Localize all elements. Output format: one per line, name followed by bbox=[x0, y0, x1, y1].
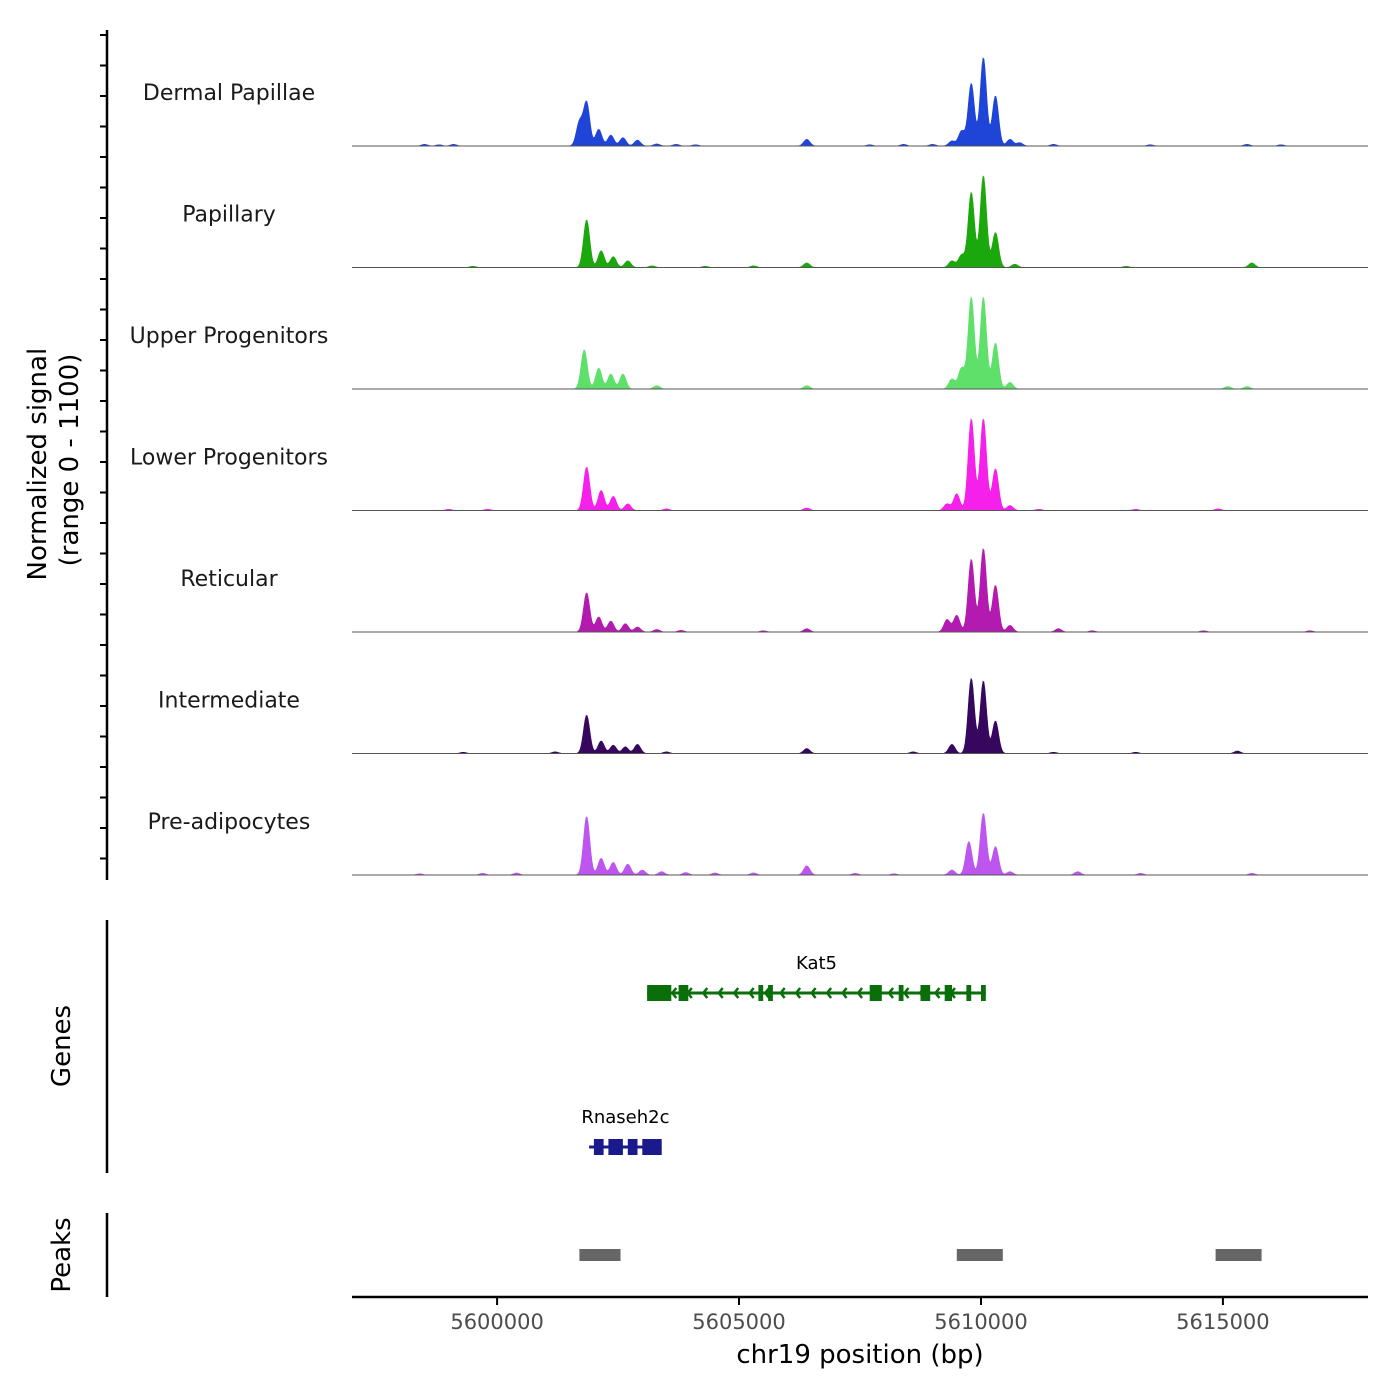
y-axis-title-line-2: (range 0 - 1100) bbox=[55, 354, 85, 567]
x-axis-ticks: 5600000 5605000 5610000 5615000 bbox=[450, 1297, 1270, 1334]
gene-exon bbox=[608, 1139, 623, 1155]
gene-exon bbox=[966, 985, 972, 1001]
strand-arrow bbox=[794, 987, 802, 999]
gene-exon bbox=[627, 1139, 638, 1155]
track-label: Pre-adipocytes bbox=[148, 810, 311, 835]
strand-arrow bbox=[763, 987, 771, 999]
gene-exon bbox=[898, 985, 904, 1001]
genes-panel-title: Genes bbox=[47, 1005, 77, 1087]
gene-label: Rnaseh2c bbox=[581, 1107, 669, 1128]
coverage-track: Lower Progenitors bbox=[130, 417, 1368, 511]
gene-model: Kat5 bbox=[647, 953, 986, 1001]
y-axis-title: Normalized signal (range 0 - 1100) bbox=[23, 340, 85, 581]
strand-arrow bbox=[825, 987, 833, 999]
strand-arrow bbox=[717, 987, 724, 999]
coverage-track: Pre-adipocytes bbox=[148, 810, 1368, 876]
track-label: Lower Progenitors bbox=[130, 446, 328, 471]
gene-exon bbox=[981, 985, 986, 1001]
gene-exon bbox=[768, 985, 773, 1001]
strand-arrow bbox=[810, 987, 817, 999]
signal-y-axis-ticks bbox=[100, 34, 107, 860]
gene-model: Rnaseh2c bbox=[581, 1107, 669, 1155]
coverage-track: Dermal Papillae bbox=[143, 57, 1368, 147]
strand-arrow bbox=[887, 987, 895, 999]
strand-arrow bbox=[856, 987, 864, 999]
strand-arrow bbox=[779, 987, 786, 999]
track-label: Intermediate bbox=[158, 689, 300, 714]
strand-arrow bbox=[670, 987, 678, 999]
peak-region bbox=[956, 1249, 1003, 1261]
coverage-tracks: Dermal Papillae Papillary Upper Progenitor… bbox=[130, 57, 1368, 876]
y-axis-title-line-1: Normalized signal bbox=[23, 348, 53, 581]
track-label: Reticular bbox=[180, 567, 278, 592]
strand-arrow bbox=[748, 987, 755, 999]
peak-region bbox=[579, 1249, 621, 1261]
gene-exon bbox=[869, 985, 882, 1001]
track-label: Upper Progenitors bbox=[130, 324, 329, 349]
strand-arrow bbox=[933, 987, 941, 999]
peak-regions bbox=[579, 1249, 1262, 1261]
x-tick-label: 5610000 bbox=[934, 1310, 1028, 1334]
gene-exon bbox=[920, 985, 931, 1001]
gene-exon bbox=[678, 985, 689, 1001]
gene-exon bbox=[647, 985, 672, 1001]
x-tick-label: 5615000 bbox=[1176, 1310, 1270, 1334]
x-tick-label: 5600000 bbox=[450, 1310, 544, 1334]
peak-region bbox=[1215, 1249, 1262, 1261]
strand-arrow bbox=[902, 987, 910, 999]
gene-label: Kat5 bbox=[796, 953, 837, 974]
gene-exon bbox=[758, 985, 764, 1001]
track-label: Dermal Papillae bbox=[143, 81, 315, 106]
strand-arrow bbox=[840, 987, 848, 999]
strand-arrow bbox=[732, 987, 740, 999]
strand-arrow bbox=[701, 987, 709, 999]
gene-exon bbox=[642, 1139, 662, 1155]
peaks-panel-title: Peaks bbox=[47, 1217, 77, 1292]
coverage-track: Papillary bbox=[182, 175, 1368, 268]
x-tick-label: 5605000 bbox=[692, 1310, 786, 1334]
gene-exon bbox=[944, 985, 952, 1001]
track-label: Papillary bbox=[182, 203, 276, 228]
gene-exon bbox=[593, 1139, 604, 1155]
gene-annotations: Kat5 Rnaseh2c bbox=[581, 953, 986, 1155]
coverage-track: Reticular bbox=[180, 548, 1368, 633]
coverage-track: Upper Progenitors bbox=[130, 296, 1368, 390]
x-axis-title: chr19 position (bp) bbox=[736, 1340, 983, 1370]
coverage-track: Intermediate bbox=[158, 677, 1368, 754]
